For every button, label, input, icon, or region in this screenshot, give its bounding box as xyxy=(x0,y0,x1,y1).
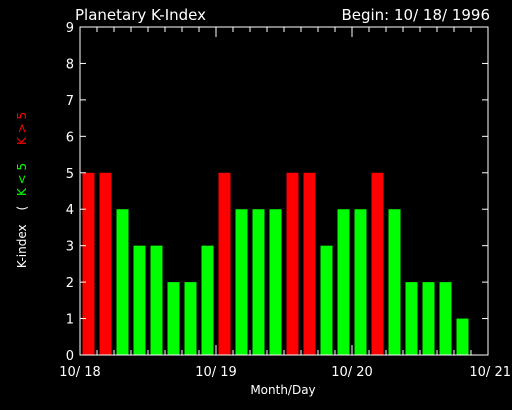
bar-18 xyxy=(388,209,401,355)
y-tick-label-3: 3 xyxy=(66,240,74,255)
y-tick-label-9: 9 xyxy=(66,21,74,36)
y-tick-labels: 0 1 2 3 4 5 6 7 8 9 xyxy=(66,21,74,364)
bar-6 xyxy=(184,282,197,355)
y-tick-label-2: 2 xyxy=(66,276,74,291)
bar-21 xyxy=(439,282,452,355)
x-tick-label-2: 10/ 20 xyxy=(331,365,373,380)
bar-15 xyxy=(337,209,350,355)
bar-1 xyxy=(99,172,112,355)
x-tick-label-3: 10/ 21 xyxy=(469,365,511,380)
bars-group xyxy=(82,172,469,355)
x-axis-label: Month/Day xyxy=(250,383,315,397)
axes-group xyxy=(79,26,489,356)
bar-22 xyxy=(456,318,469,355)
chart-title: Planetary K-Index xyxy=(75,6,206,24)
bar-14 xyxy=(320,245,333,355)
y-tick-label-0: 0 xyxy=(66,349,74,364)
y-tick-label-7: 7 xyxy=(66,94,74,109)
bar-9 xyxy=(235,209,248,355)
legend-open-paren: ( xyxy=(15,206,29,211)
y-tick-label-1: 1 xyxy=(66,313,74,328)
bar-8 xyxy=(218,172,231,355)
bar-13 xyxy=(303,172,316,355)
x-tick-label-1: 10/ 19 xyxy=(195,365,237,380)
bar-10 xyxy=(252,209,265,355)
bar-11 xyxy=(269,209,282,355)
bar-19 xyxy=(405,282,418,355)
bar-0 xyxy=(82,172,95,355)
x-tick-label-0: 10/ 18 xyxy=(59,365,101,380)
y-tick-label-5: 5 xyxy=(66,167,74,182)
y-tick-label-4: 4 xyxy=(66,203,74,218)
bar-2 xyxy=(116,209,129,355)
bar-12 xyxy=(286,172,299,355)
x-tick-labels: 10/ 18 10/ 19 10/ 20 10/ 21 xyxy=(59,365,511,380)
chart-begin-date: Begin: 10/ 18/ 1996 xyxy=(341,6,490,24)
y-axis-legend-text: K-index ( K < 5 K > 5 xyxy=(15,112,29,268)
bar-16 xyxy=(354,209,367,355)
bar-17 xyxy=(371,172,384,355)
bar-4 xyxy=(150,245,163,355)
y-axis-legend: K-index ( K < 5 K > 5 xyxy=(15,112,29,268)
y-axis-label: K-index xyxy=(15,224,29,268)
y-tick-label-8: 8 xyxy=(66,57,74,72)
bar-7 xyxy=(201,245,214,355)
legend-low: K < 5 xyxy=(15,163,29,196)
bar-5 xyxy=(167,282,180,355)
bar-3 xyxy=(133,245,146,355)
legend-high: K > 5 xyxy=(15,112,29,145)
bar-20 xyxy=(422,282,435,355)
y-tick-label-6: 6 xyxy=(66,130,74,145)
